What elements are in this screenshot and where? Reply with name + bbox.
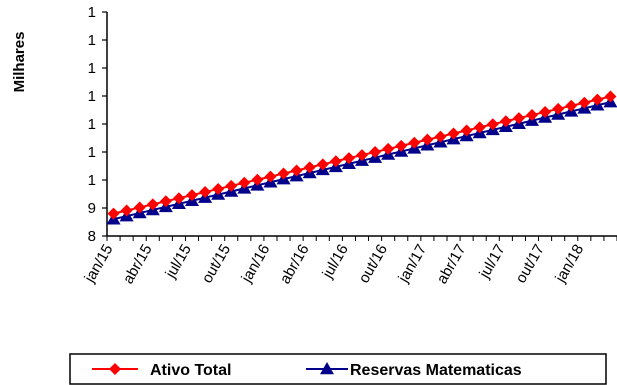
data-point (120, 204, 133, 217)
data-point (473, 121, 486, 134)
x-tick-label: abr/15 (120, 242, 156, 287)
data-point (604, 90, 617, 103)
y-tick-label: 8 (88, 228, 96, 245)
y-tick-label: 1 (88, 32, 96, 49)
data-point (460, 124, 473, 137)
data-point (578, 96, 591, 109)
data-point (264, 170, 277, 183)
legend: Ativo Total Reservas Matematicas (69, 353, 607, 385)
legend-marker (109, 363, 121, 375)
data-point (486, 118, 499, 131)
data-point (395, 139, 408, 152)
data-point (526, 109, 538, 122)
x-tick-label: out/16 (355, 242, 391, 287)
data-point (382, 142, 395, 155)
data-point (316, 158, 329, 171)
x-tick-label: jan/18 (552, 242, 588, 287)
data-point (238, 176, 251, 189)
data-point (565, 99, 578, 112)
data-point (303, 161, 316, 174)
x-tick-label: out/17 (512, 242, 548, 287)
legend-entry: Ativo Total (92, 362, 231, 379)
y-tick-label: 1 (88, 116, 96, 133)
data-point (329, 155, 342, 168)
data-point (356, 149, 368, 162)
data-point (539, 105, 552, 118)
data-point (591, 93, 604, 106)
data-point (408, 136, 421, 149)
legend-entry: Reservas Matematicas (306, 362, 522, 379)
y-tick-label: 1 (88, 4, 96, 21)
legend-marker (320, 362, 334, 375)
data-point (512, 112, 525, 125)
series-layer (106, 90, 617, 225)
data-point (199, 186, 212, 199)
data-point (225, 179, 238, 192)
y-tick-label: 9 (88, 200, 96, 217)
x-tick-label: abr/16 (277, 242, 313, 287)
data-point (499, 115, 512, 128)
data-point (146, 198, 159, 211)
data-point (277, 167, 290, 180)
y-axis: 8 9 1 1 1 1 1 1 1 (88, 4, 108, 245)
x-tick-label: jan/16 (238, 242, 274, 287)
legend-label: Ativo Total (150, 362, 231, 379)
data-point (434, 130, 447, 143)
y-axis-label: Milhares (11, 32, 28, 93)
series-ativo-total (107, 90, 617, 220)
y-tick-label: 1 (88, 60, 96, 77)
data-point (186, 189, 198, 202)
data-point (107, 207, 120, 220)
legend-label: Reservas Matematicas (350, 362, 522, 379)
x-tick-label: out/15 (199, 242, 235, 287)
x-tick-label: jul/17 (476, 242, 509, 282)
data-point (342, 152, 355, 165)
data-point (159, 195, 172, 208)
data-point (251, 173, 264, 186)
y-tick-label: 1 (88, 144, 96, 161)
data-point (421, 133, 434, 146)
x-tick-label: jan/17 (395, 242, 431, 287)
data-point (552, 102, 565, 115)
x-tick-label: jan/15 (81, 242, 117, 287)
data-point (369, 146, 382, 158)
x-tick-label: abr/17 (434, 242, 470, 287)
x-tick-label: jul/16 (319, 242, 352, 282)
x-tick-label: jul/15 (162, 242, 195, 282)
y-tick-label: 1 (88, 88, 96, 105)
data-point (133, 201, 146, 214)
data-point (290, 164, 303, 177)
data-point (172, 192, 185, 205)
data-point (447, 127, 460, 140)
y-tick-label: 1 (88, 172, 96, 189)
data-point (212, 182, 225, 195)
x-axis: jan/15 abr/15 jul/15 out/15 jan/16 abr/16 jul/… (81, 235, 617, 287)
